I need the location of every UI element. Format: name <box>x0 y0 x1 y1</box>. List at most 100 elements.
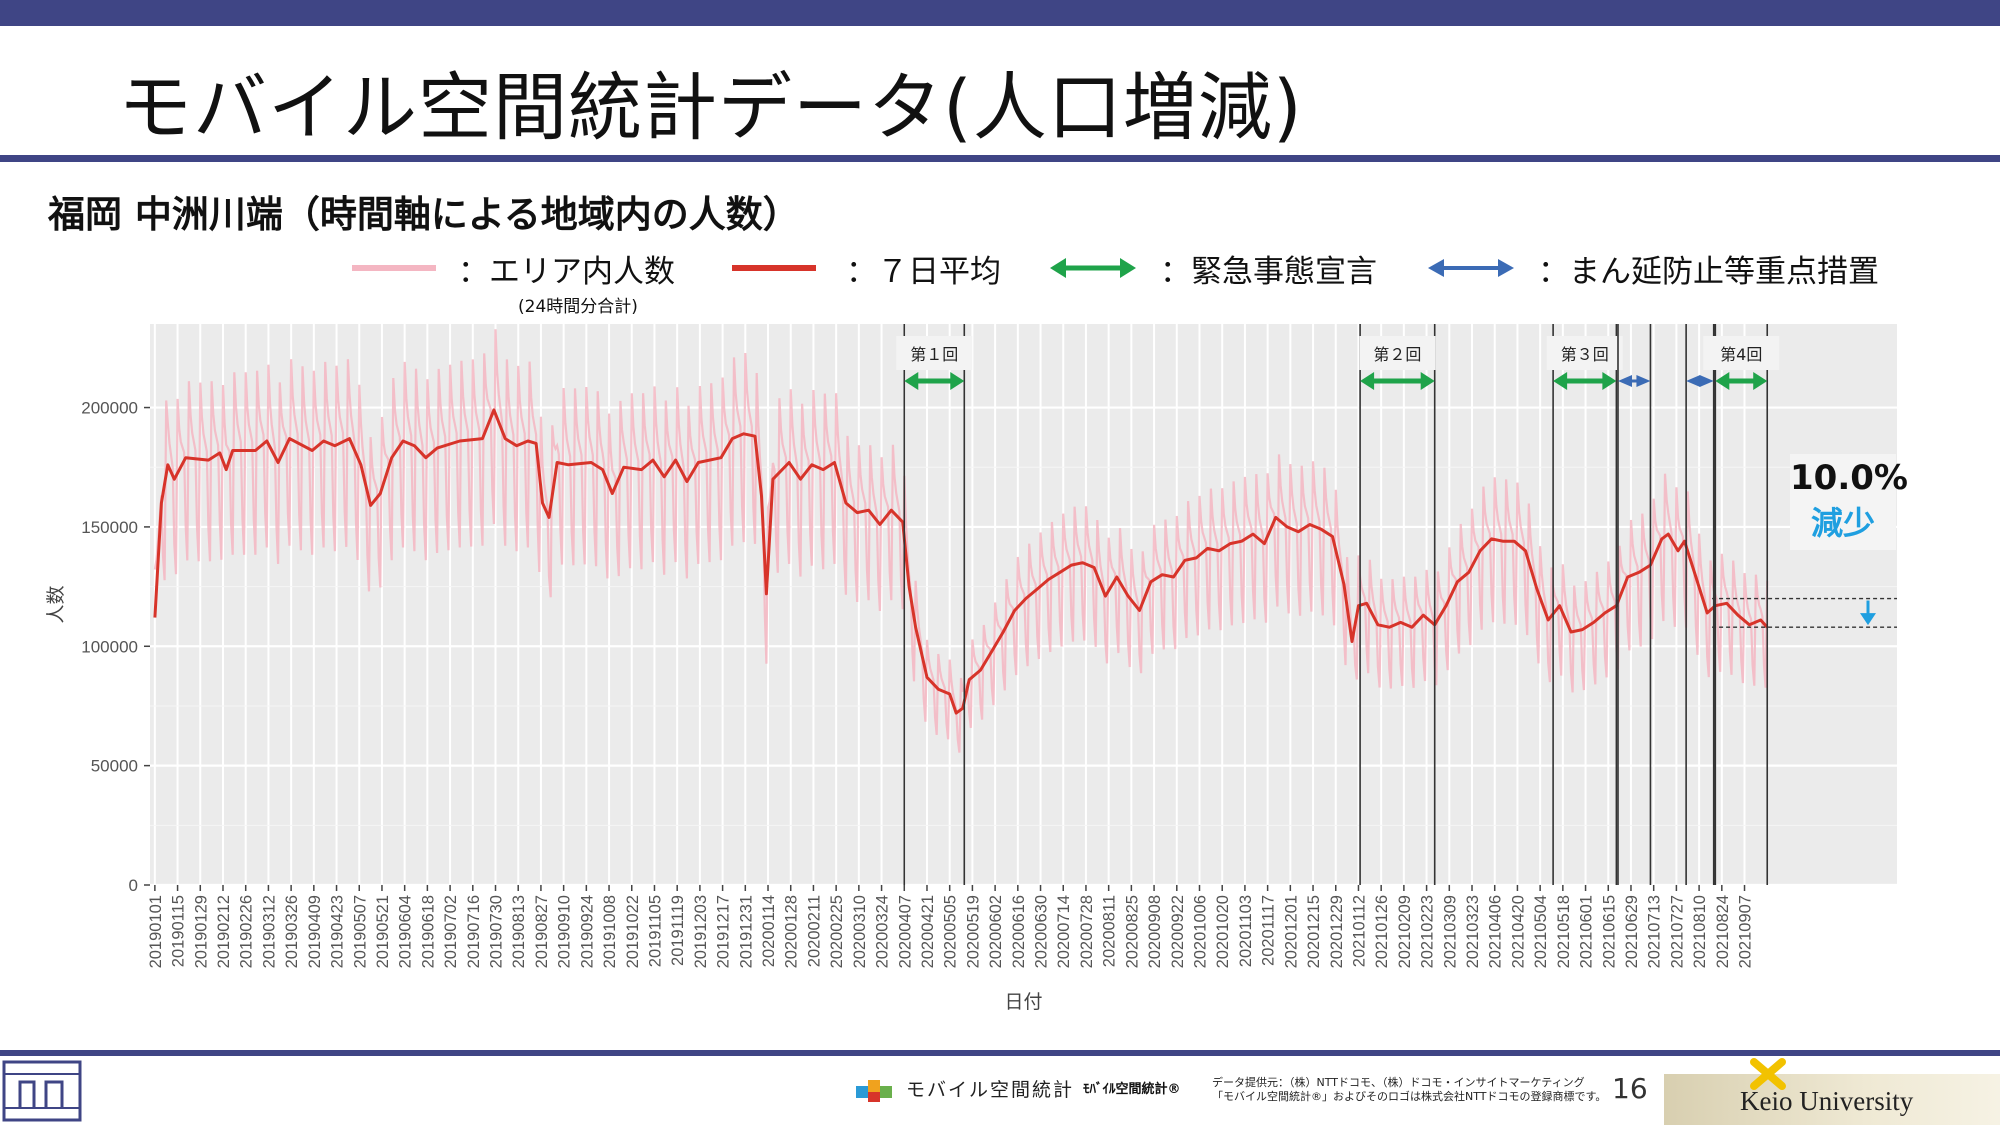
legend-emergency-label: ：緊急事態宣言 <box>1160 253 1377 290</box>
x-tick-label: 20191217 <box>715 895 733 968</box>
period-arrow-head <box>950 372 965 390</box>
x-tick-label: 20200114 <box>760 895 778 967</box>
x-tick-label: 20190115 <box>170 895 188 967</box>
header-bar <box>0 0 2000 26</box>
period-label: 第１回 <box>910 345 958 364</box>
x-tick-label: 20200714 <box>1055 895 1073 968</box>
keio-university-name: Keio University <box>1740 1086 1914 1116</box>
legend-priority-arrow-icon <box>1428 259 1514 277</box>
x-tick-label: 20210713 <box>1646 895 1664 968</box>
y-tick-label: 0 <box>129 876 138 895</box>
title-underline <box>0 155 2000 162</box>
data-source-line-2: 「モバイル空間統計®」およびそのロゴは株式会社NTTドコモの登録商標です。 <box>1212 1090 1607 1103</box>
period-arrow-head <box>1753 372 1768 390</box>
period-label: 第３回 <box>1561 345 1609 364</box>
legend-average: ：７日平均 <box>732 246 1001 290</box>
x-tick-label: 20201103 <box>1237 895 1255 967</box>
x-tick-label: 20200407 <box>896 895 914 968</box>
series-7day-average-line <box>153 408 1769 715</box>
period-arrow-head <box>1686 375 1701 387</box>
x-tick-label: 20210406 <box>1487 895 1505 968</box>
x-tick-label: 20190521 <box>374 895 392 968</box>
x-tick-label: 20190702 <box>442 895 460 968</box>
x-tick-label: 20200825 <box>1123 895 1141 968</box>
legend-emergency-arrow-icon <box>1050 258 1136 278</box>
y-tick-label: 50000 <box>91 757 138 776</box>
legend-priority: ：まん延防止等重点措置 <box>1428 246 1879 290</box>
period-label-box <box>1703 336 1780 370</box>
slide-title: モバイル空間統計データ(人口増減) <box>118 65 1303 151</box>
period-arrow-head <box>1699 375 1714 387</box>
data-source-line-1: データ提供元：（株）NTTドコモ、（株）ドコモ・インサイトマーケティング <box>1212 1076 1585 1089</box>
x-tick-label: 20201201 <box>1282 895 1300 968</box>
x-tick-label: 20190212 <box>215 895 233 968</box>
keio-banner: Keio University <box>1664 1058 2000 1125</box>
x-tick-label: 20201229 <box>1328 895 1346 968</box>
mobile-stats-brand-mark: ﾓﾊﾞｲﾙ空間統計® <box>1083 1082 1181 1097</box>
mobile-stats-brand-text: モバイル空間統計 <box>906 1078 1075 1101</box>
x-tick-label: 20210727 <box>1668 895 1686 968</box>
page-number: 16 <box>1612 1072 1648 1105</box>
x-tick-label: 20191203 <box>692 895 710 968</box>
x-tick-label: 20200211 <box>805 895 823 967</box>
x-tick-label: 20190827 <box>533 895 551 968</box>
period-arrow-head <box>1636 375 1651 387</box>
x-axis-label: 日付 <box>1004 991 1042 1013</box>
x-tick-label: 20201006 <box>1191 895 1209 968</box>
y-tick-label: 150000 <box>81 518 138 537</box>
x-tick-label: 20210810 <box>1691 895 1709 968</box>
population-chart: 0 50000 100000 150000 200000 20190101 20190115… <box>45 324 1897 1013</box>
data-source: データ提供元：（株）NTTドコモ、（株）ドコモ・インサイトマーケティング 「モバ… <box>1212 1076 1606 1104</box>
x-tick-label: 20200225 <box>828 895 846 968</box>
x-tick-label: 20200728 <box>1078 895 1096 968</box>
x-tick-label: 20210615 <box>1600 895 1618 968</box>
mobile-stats-brand: モバイル空間統計 <box>852 1072 1074 1104</box>
x-tick-label: 20200128 <box>783 895 801 968</box>
legend-area-note: (24時間分合計) <box>518 297 638 317</box>
x-tick-label: 20200324 <box>874 895 892 968</box>
x-tick-label: 20190716 <box>465 895 483 968</box>
x-tick-label: 20190618 <box>419 895 437 968</box>
x-tick-label: 20191119 <box>669 895 687 966</box>
legend-average-label: ：７日平均 <box>846 253 1001 290</box>
period-label-box <box>1359 336 1436 370</box>
x-tick-label: 20210907 <box>1737 895 1755 968</box>
period-arrow-head <box>1602 372 1617 390</box>
legend-average-swatch <box>732 265 816 271</box>
legend-area-swatch <box>352 265 436 271</box>
x-tick-label: 20201215 <box>1305 895 1323 968</box>
x-tick-label: 20190910 <box>556 895 574 968</box>
x-tick-label: 20210824 <box>1714 895 1732 968</box>
period-label-box <box>1546 336 1623 370</box>
x-tick-label: 20200616 <box>1010 895 1028 968</box>
x-tick-label: 20190730 <box>488 895 506 968</box>
x-tick-label: 20190604 <box>397 895 415 968</box>
chart-subtitle: 福岡 中洲川端（時間軸による地域内の人数） <box>48 193 800 236</box>
x-tick-label: 20210323 <box>1464 895 1482 968</box>
x-tick-label: 20190226 <box>238 895 256 968</box>
period-arrow-head <box>1420 372 1435 390</box>
period-arrow-head <box>904 372 919 390</box>
x-tick-label: 20210112 <box>1350 895 1368 967</box>
legend-emergency: ：緊急事態宣言 <box>1050 246 1377 290</box>
x-tick-label: 20200519 <box>964 895 982 968</box>
footer-rule <box>0 1050 2000 1056</box>
x-tick-label: 20200310 <box>851 895 869 968</box>
x-tick-label: 20201020 <box>1214 895 1232 968</box>
y-tick-label: 200000 <box>81 399 138 418</box>
x-tick-label: 20200630 <box>1033 895 1051 968</box>
x-tick-label: 20191022 <box>624 895 642 968</box>
period-label: 第4回 <box>1720 345 1762 364</box>
x-tick-label: 20200908 <box>1146 895 1164 968</box>
x-tick-label: 20190507 <box>351 895 369 968</box>
x-tick-label: 20210126 <box>1373 895 1391 968</box>
lab-logo-icon <box>2 1060 82 1122</box>
change-value: 10.0% <box>1790 458 1908 498</box>
x-tick-label: 20200922 <box>1169 895 1187 968</box>
x-tick-label: 20210504 <box>1532 895 1550 968</box>
x-tick-label: 20210629 <box>1623 895 1641 968</box>
x-tick-label: 20191231 <box>737 895 755 968</box>
x-tick-label: 20190101 <box>147 895 165 968</box>
period-label-box <box>896 336 973 370</box>
x-tick-label: 20210601 <box>1578 895 1596 968</box>
